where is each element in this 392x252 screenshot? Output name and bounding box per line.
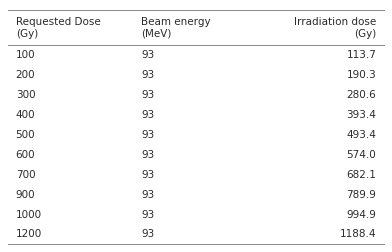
Text: 1000: 1000 bbox=[16, 210, 42, 219]
Text: 93: 93 bbox=[141, 90, 154, 100]
Text: 93: 93 bbox=[141, 50, 154, 60]
Text: 994.9: 994.9 bbox=[347, 210, 376, 219]
Text: 280.6: 280.6 bbox=[347, 90, 376, 100]
Text: 93: 93 bbox=[141, 190, 154, 200]
Text: 500: 500 bbox=[16, 130, 35, 140]
Text: 113.7: 113.7 bbox=[347, 50, 376, 60]
Text: 93: 93 bbox=[141, 70, 154, 80]
Text: 93: 93 bbox=[141, 110, 154, 120]
Text: Beam energy
(MeV): Beam energy (MeV) bbox=[141, 17, 211, 39]
Text: 93: 93 bbox=[141, 230, 154, 239]
Text: 1188.4: 1188.4 bbox=[340, 230, 376, 239]
Text: 700: 700 bbox=[16, 170, 35, 180]
Text: 789.9: 789.9 bbox=[347, 190, 376, 200]
Text: 93: 93 bbox=[141, 210, 154, 219]
Text: 900: 900 bbox=[16, 190, 35, 200]
Text: 93: 93 bbox=[141, 150, 154, 160]
Text: 190.3: 190.3 bbox=[347, 70, 376, 80]
Text: 400: 400 bbox=[16, 110, 35, 120]
Text: Irradiation dose
(Gy): Irradiation dose (Gy) bbox=[294, 17, 376, 39]
Text: 1200: 1200 bbox=[16, 230, 42, 239]
Text: 100: 100 bbox=[16, 50, 35, 60]
Text: 682.1: 682.1 bbox=[347, 170, 376, 180]
Text: 393.4: 393.4 bbox=[347, 110, 376, 120]
Text: Requested Dose
(Gy): Requested Dose (Gy) bbox=[16, 17, 100, 39]
Text: 200: 200 bbox=[16, 70, 35, 80]
Text: 300: 300 bbox=[16, 90, 35, 100]
Text: 600: 600 bbox=[16, 150, 35, 160]
Text: 93: 93 bbox=[141, 170, 154, 180]
Text: 493.4: 493.4 bbox=[347, 130, 376, 140]
Text: 574.0: 574.0 bbox=[347, 150, 376, 160]
Text: 93: 93 bbox=[141, 130, 154, 140]
